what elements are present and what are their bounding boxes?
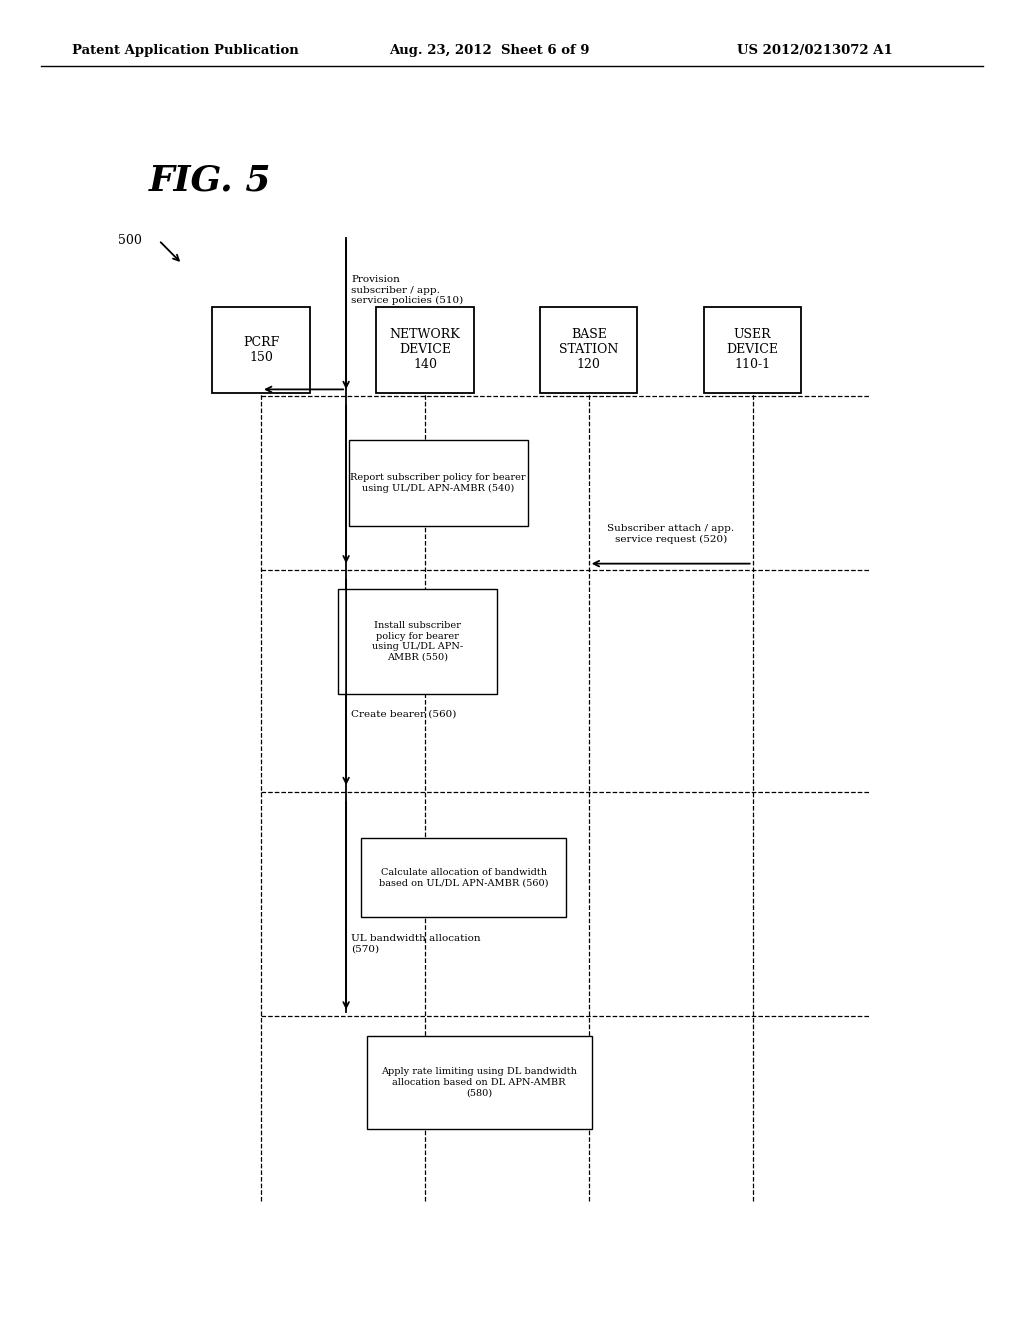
Text: FIG. 5: FIG. 5: [148, 164, 271, 198]
Text: USER
DEVICE
110-1: USER DEVICE 110-1: [727, 329, 778, 371]
Text: 500: 500: [118, 234, 141, 247]
Bar: [338, 589, 498, 694]
Bar: [377, 306, 473, 393]
Text: Create bearer (560): Create bearer (560): [351, 710, 457, 718]
Text: UL bandwidth allocation
(570): UL bandwidth allocation (570): [351, 935, 481, 953]
Text: US 2012/0213072 A1: US 2012/0213072 A1: [737, 44, 893, 57]
Text: Install subscriber
policy for bearer
using UL/DL APN-
AMBR (550): Install subscriber policy for bearer usi…: [373, 622, 463, 661]
Bar: [213, 306, 309, 393]
Text: PCRF
150: PCRF 150: [243, 335, 280, 364]
Text: BASE
STATION
120: BASE STATION 120: [559, 329, 618, 371]
Text: Aug. 23, 2012  Sheet 6 of 9: Aug. 23, 2012 Sheet 6 of 9: [389, 44, 590, 57]
Text: Subscriber attach / app.
service request (520): Subscriber attach / app. service request…: [607, 524, 734, 544]
Text: Report subscriber / app.
service policies (530): Report subscriber / app. service policie…: [351, 461, 479, 479]
Bar: [367, 1036, 592, 1129]
Text: Report subscriber policy for bearer
using UL/DL APN-AMBR (540): Report subscriber policy for bearer usin…: [350, 474, 526, 492]
Text: Patent Application Publication: Patent Application Publication: [72, 44, 298, 57]
Bar: [361, 838, 566, 917]
Text: Provision
subscriber / app.
service policies (510): Provision subscriber / app. service poli…: [351, 276, 464, 305]
Bar: [348, 441, 528, 527]
Text: Calculate allocation of bandwidth
based on UL/DL APN-AMBR (560): Calculate allocation of bandwidth based …: [379, 869, 549, 887]
Text: NETWORK
DEVICE
140: NETWORK DEVICE 140: [389, 329, 461, 371]
Text: Apply rate limiting using DL bandwidth
allocation based on DL APN-AMBR
(580): Apply rate limiting using DL bandwidth a…: [381, 1068, 578, 1097]
Bar: [705, 306, 801, 393]
Bar: [541, 306, 637, 393]
